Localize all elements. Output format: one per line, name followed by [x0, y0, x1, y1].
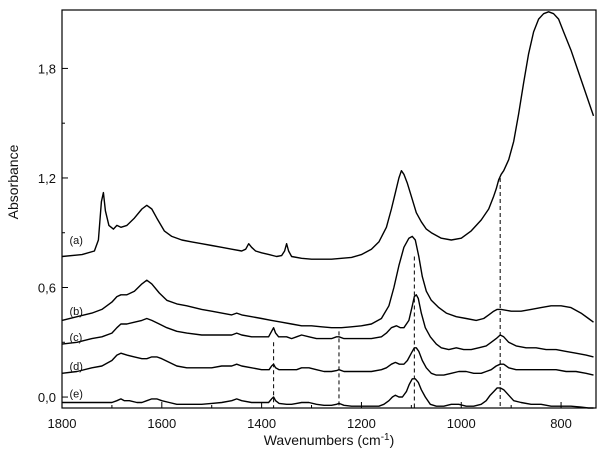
series-line	[62, 378, 594, 409]
y-tick-label: 0,6	[38, 281, 56, 296]
x-tick-label: 1800	[48, 416, 77, 431]
dashed-marker-lines	[273, 177, 501, 408]
series-label: (a)	[69, 235, 82, 247]
x-axis-label-superscript: -1	[381, 432, 390, 443]
plot-frame	[61, 9, 597, 409]
x-tick-label: 800	[550, 416, 572, 431]
y-tick-label: 1,8	[38, 61, 56, 76]
series-label: (b)	[69, 306, 82, 318]
y-tick-label: 0,0	[38, 390, 56, 405]
x-axis-label: Wavenumbers (cm-1)	[264, 432, 395, 448]
series-labels: (a) (b) (c) (d) (e)	[69, 235, 82, 400]
y-axis-ticks: 0,0 0,6 1,2 1,8	[38, 61, 68, 405]
y-tick-label: 1,2	[38, 171, 56, 186]
y-axis-label: Absorbance	[5, 144, 21, 219]
spectra-series	[61, 11, 595, 409]
series-line	[61, 294, 594, 358]
series-label: (c)	[69, 332, 82, 344]
x-axis-label-end: )	[390, 432, 395, 448]
x-tick-label: 1400	[247, 416, 276, 431]
series-line	[61, 347, 594, 376]
x-tick-label: 1200	[347, 416, 376, 431]
x-axis-label-main: Wavenumbers (cm	[264, 432, 381, 448]
series-label: (e)	[69, 388, 82, 400]
series-label: (d)	[69, 361, 82, 373]
series-line	[61, 11, 595, 260]
x-tick-label: 1600	[147, 416, 176, 431]
x-axis-ticks: 1800 1600 1400 1200 1000 800	[48, 402, 572, 431]
x-tick-label: 1000	[447, 416, 476, 431]
series-line	[61, 235, 594, 329]
